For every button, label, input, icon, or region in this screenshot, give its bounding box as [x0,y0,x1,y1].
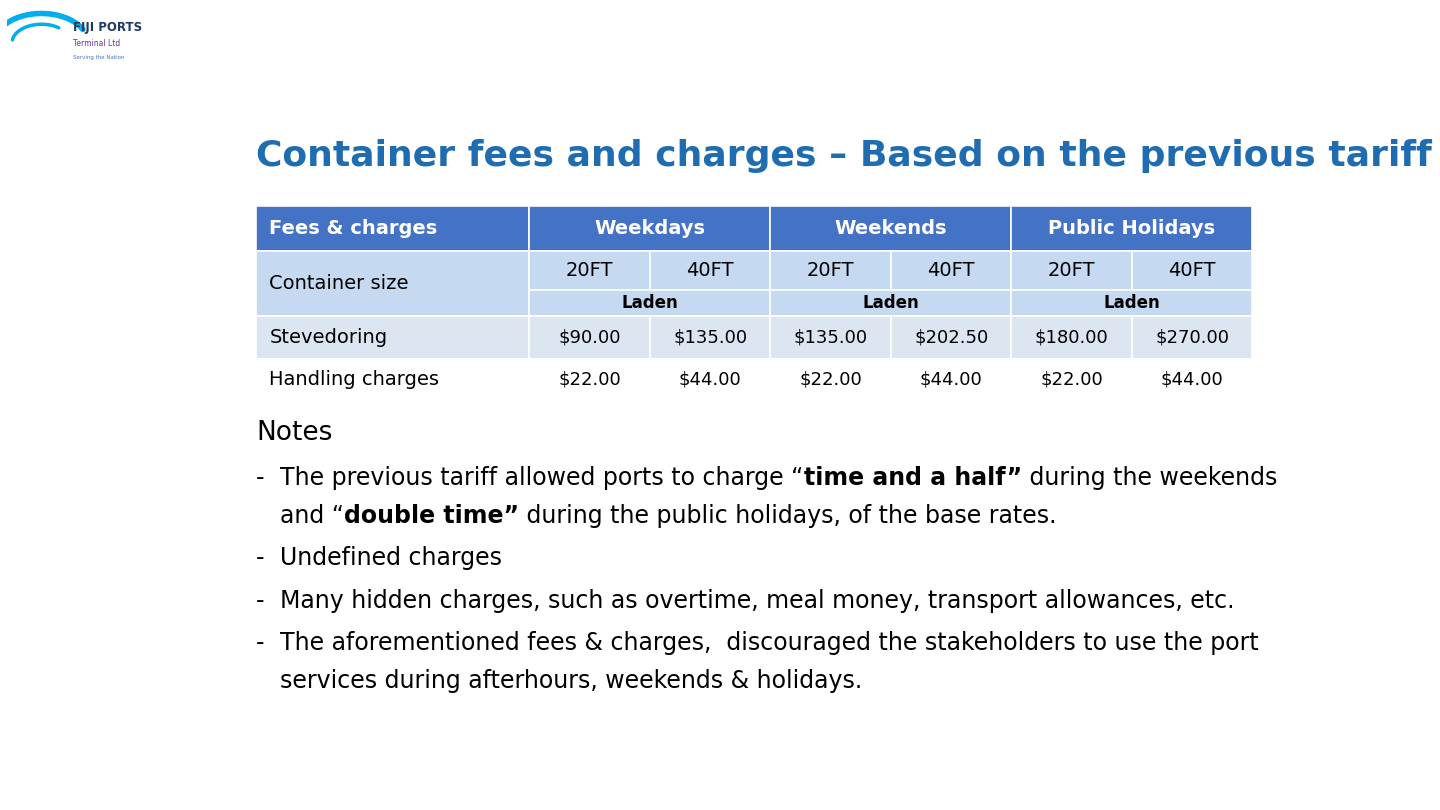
Text: $180.00: $180.00 [1035,328,1109,347]
Text: $270.00: $270.00 [1155,328,1230,347]
Bar [649,359,770,401]
Bar [1132,316,1253,359]
Text: $44.00: $44.00 [920,371,982,389]
Text: during the weekends: during the weekends [1022,467,1277,490]
Bar [770,316,891,359]
Text: $202.50: $202.50 [914,328,988,347]
Text: $22.00: $22.00 [1040,371,1103,389]
Text: 20FT: 20FT [1048,261,1096,280]
Bar [1011,207,1253,251]
Bar [256,207,530,251]
Text: $22.00: $22.00 [559,371,621,389]
Text: services during afterhours, weekends & holidays.: services during afterhours, weekends & h… [281,668,863,693]
Text: 40FT: 40FT [687,261,734,280]
Text: The aforementioned fees & charges,  discouraged the stakeholders to use the port: The aforementioned fees & charges, disco… [281,631,1259,655]
Text: Terminal Ltd: Terminal Ltd [73,39,121,48]
Text: Fees & charges: Fees & charges [269,220,438,238]
Text: $44.00: $44.00 [678,371,742,389]
Text: Container size: Container size [269,275,409,293]
Bar [770,290,1011,316]
Text: Laden: Laden [622,294,678,312]
Bar [1011,359,1132,401]
Bar [1132,359,1253,401]
Text: 40FT: 40FT [1168,261,1215,280]
Text: -: - [256,631,265,655]
Text: -: - [256,467,265,490]
Bar [530,290,770,316]
Text: Laden: Laden [1103,294,1161,312]
Bar [256,316,530,359]
Bar [256,251,530,316]
Text: The previous tariff allowed ports to charge “: The previous tariff allowed ports to cha… [281,467,804,490]
Text: Container fees and charges – Based on the previous tariff / FJ($): Container fees and charges – Based on th… [256,139,1440,173]
Text: Public Holidays: Public Holidays [1048,220,1215,238]
Bar [770,207,1011,251]
Text: double time”: double time” [344,504,520,528]
Text: Many hidden charges, such as overtime, meal money, transport allowances, etc.: Many hidden charges, such as overtime, m… [281,589,1236,612]
Bar [649,316,770,359]
Bar [530,359,649,401]
Bar [891,251,1011,290]
Text: -: - [256,589,265,612]
Bar [770,251,891,290]
Text: $44.00: $44.00 [1161,371,1224,389]
Text: time and a half”: time and a half” [804,467,1022,490]
Text: 20FT: 20FT [806,261,854,280]
Text: Notes: Notes [256,420,333,446]
Text: during the public holidays, of the base rates.: during the public holidays, of the base … [520,504,1057,528]
Bar [530,207,770,251]
Text: Serving the Nation: Serving the Nation [73,55,125,60]
Text: $135.00: $135.00 [793,328,868,347]
Bar [530,316,649,359]
Text: Handling charges: Handling charges [269,370,439,390]
Bar [530,251,649,290]
Bar [891,359,1011,401]
Text: Laden: Laden [863,294,919,312]
Text: Weekdays: Weekdays [595,220,706,238]
Bar [891,316,1011,359]
Bar [1011,290,1253,316]
Text: 40FT: 40FT [927,261,975,280]
Text: $135.00: $135.00 [672,328,747,347]
Text: Undefined charges: Undefined charges [281,546,503,570]
Bar [649,251,770,290]
Text: FIJI PORTS: FIJI PORTS [73,21,143,34]
Bar [256,359,530,401]
Bar [770,359,891,401]
Text: -: - [256,546,265,570]
Bar [1011,251,1132,290]
Text: Stevedoring: Stevedoring [269,328,387,347]
Text: and “: and “ [281,504,344,528]
Text: $22.00: $22.00 [799,371,863,389]
Text: $90.00: $90.00 [559,328,621,347]
Bar [1011,316,1132,359]
Text: 20FT: 20FT [566,261,613,280]
Text: Weekends: Weekends [835,220,948,238]
Bar [1132,251,1253,290]
